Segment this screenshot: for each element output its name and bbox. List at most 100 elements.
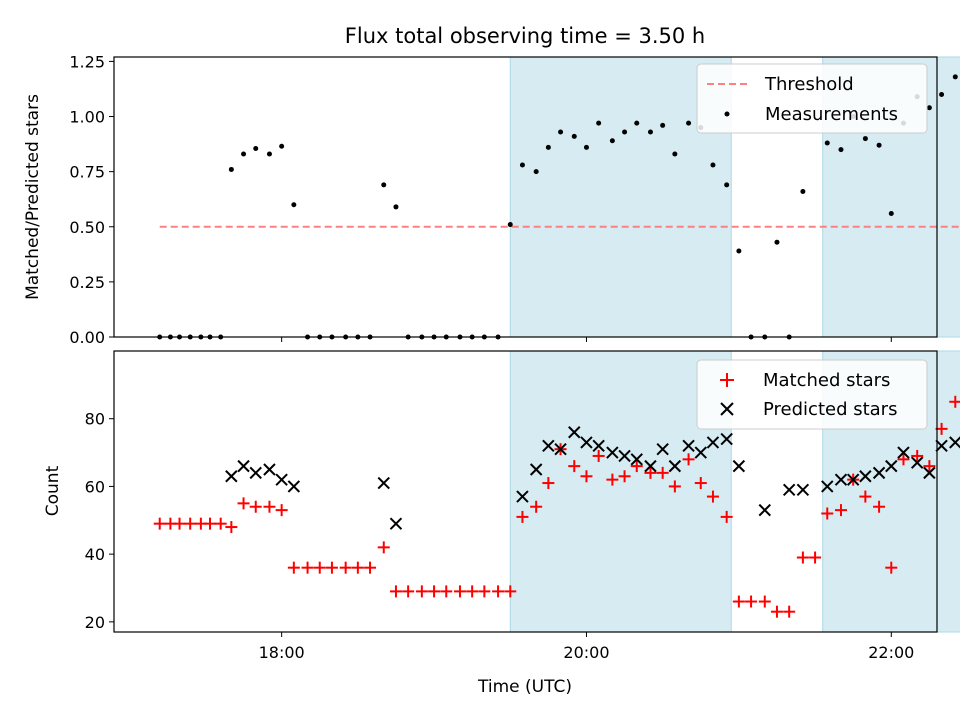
matched-stars-point xyxy=(949,395,960,408)
matched-stars-point xyxy=(568,460,581,473)
measurement-point xyxy=(622,129,628,135)
predicted-stars-point xyxy=(923,466,936,480)
measurement-point xyxy=(266,151,272,157)
predicted-stars-point xyxy=(885,459,898,473)
matched-stars-point xyxy=(492,585,505,598)
predicted-stars-point xyxy=(389,517,403,530)
predicted-stars-point xyxy=(935,439,948,453)
matched-stars-point xyxy=(263,500,276,513)
matched-stars-point xyxy=(745,595,758,608)
matched-stars-point xyxy=(644,466,657,479)
legend-matched-swatch xyxy=(720,373,734,387)
matched-stars-point xyxy=(478,585,491,598)
predicted-stars-point xyxy=(592,439,605,453)
predicted-stars-point xyxy=(529,463,543,476)
predicted-stars-point xyxy=(568,426,581,439)
predicted-stars-point xyxy=(782,483,796,497)
predicted-stars-point xyxy=(225,470,238,483)
matched-stars-point xyxy=(325,561,338,574)
matched-stars-point xyxy=(630,460,643,473)
measurement-point xyxy=(253,145,259,151)
matched-stars-point xyxy=(668,480,681,493)
predicted-stars-point xyxy=(377,476,390,490)
matched-stars-point xyxy=(351,561,364,574)
matched-stars-point xyxy=(173,517,186,530)
predicted-stars-point xyxy=(580,436,593,449)
matched-stars-point xyxy=(184,517,197,530)
matched-stars-point xyxy=(415,585,428,598)
measurement-point xyxy=(241,151,247,157)
matched-stars-point xyxy=(897,453,910,466)
measurement-point xyxy=(519,162,525,168)
matched-stars-point xyxy=(592,449,605,462)
matched-stars-point xyxy=(214,517,227,530)
top-y-tick-label: 0.25 xyxy=(69,273,105,292)
bottom-axes-frame xyxy=(113,350,938,633)
matched-stars-point xyxy=(364,561,377,574)
predicted-stars-point xyxy=(630,453,643,466)
measurement-point xyxy=(672,151,678,157)
bottom-legend: Matched stars Predicted stars xyxy=(696,359,928,430)
measurement-point xyxy=(888,211,894,217)
measurement-point xyxy=(736,248,742,254)
matched-stars-point xyxy=(530,500,543,513)
matched-stars-point xyxy=(859,490,872,503)
predicted-stars-point xyxy=(872,466,886,480)
predicted-stars-point xyxy=(668,459,682,473)
predicted-stars-point xyxy=(618,449,631,463)
matched-stars-point xyxy=(466,585,479,598)
matched-stars-point xyxy=(428,585,441,598)
matched-stars-point xyxy=(732,595,745,608)
measurement-point xyxy=(774,239,780,245)
predicted-stars-point xyxy=(287,480,301,493)
predicted-stars-point xyxy=(949,436,960,449)
bottom-y-tick-label: 80 xyxy=(85,410,105,429)
predicted-stars-point xyxy=(606,446,619,459)
predicted-stars-point xyxy=(910,456,924,469)
matched-stars-point xyxy=(301,561,314,574)
matched-stars-point xyxy=(758,595,771,608)
matched-stars-point xyxy=(453,585,466,598)
matched-stars-point xyxy=(606,473,619,486)
top-y-tick-label: 1.00 xyxy=(69,108,105,127)
measurement-point xyxy=(952,74,958,80)
predicted-stars-point xyxy=(821,480,834,493)
legend-measurements-swatch xyxy=(724,111,730,117)
top-observing-window xyxy=(509,56,732,338)
measurement-point xyxy=(724,182,730,188)
matched-stars-point xyxy=(682,453,695,466)
predicted-stars-point xyxy=(249,466,262,480)
matched-stars-point xyxy=(542,477,555,490)
measurement-point xyxy=(228,166,234,172)
matched-stars-point xyxy=(720,510,733,523)
bottom-y-axis-label: Count xyxy=(43,465,63,516)
predicted-stars-point xyxy=(706,436,720,449)
predicted-stars-point xyxy=(859,470,872,483)
top-axes-frame xyxy=(113,56,938,338)
matched-stars-point xyxy=(249,500,262,513)
bottom-y-tick-label: 40 xyxy=(85,545,105,564)
matched-stars-point xyxy=(770,605,783,618)
chart-title: Flux total observing time = 3.50 h xyxy=(345,24,705,48)
top-legend-box xyxy=(696,63,928,134)
measurement-point xyxy=(609,138,615,144)
predicted-stars-point xyxy=(694,446,707,459)
x-tick-label: 22:00 xyxy=(868,643,914,662)
matched-stars-point xyxy=(204,517,217,530)
matched-stars-point xyxy=(783,605,796,618)
measurement-point xyxy=(876,142,882,148)
measurement-point xyxy=(571,133,577,139)
predicted-stars-point xyxy=(897,446,910,459)
matched-stars-point xyxy=(389,585,402,598)
bottom-observing-window xyxy=(509,350,732,633)
measurement-point xyxy=(838,147,844,153)
matched-stars-point xyxy=(923,460,936,473)
top-panel: 0.00 0.25 0.50 0.75 1.00 1.25 Matched/Predict… xyxy=(23,52,960,347)
predicted-stars-point xyxy=(263,463,276,476)
measurement-point xyxy=(279,143,285,149)
measurement-point xyxy=(800,188,806,194)
matched-stars-point xyxy=(809,551,822,564)
measurement-point xyxy=(660,122,666,128)
